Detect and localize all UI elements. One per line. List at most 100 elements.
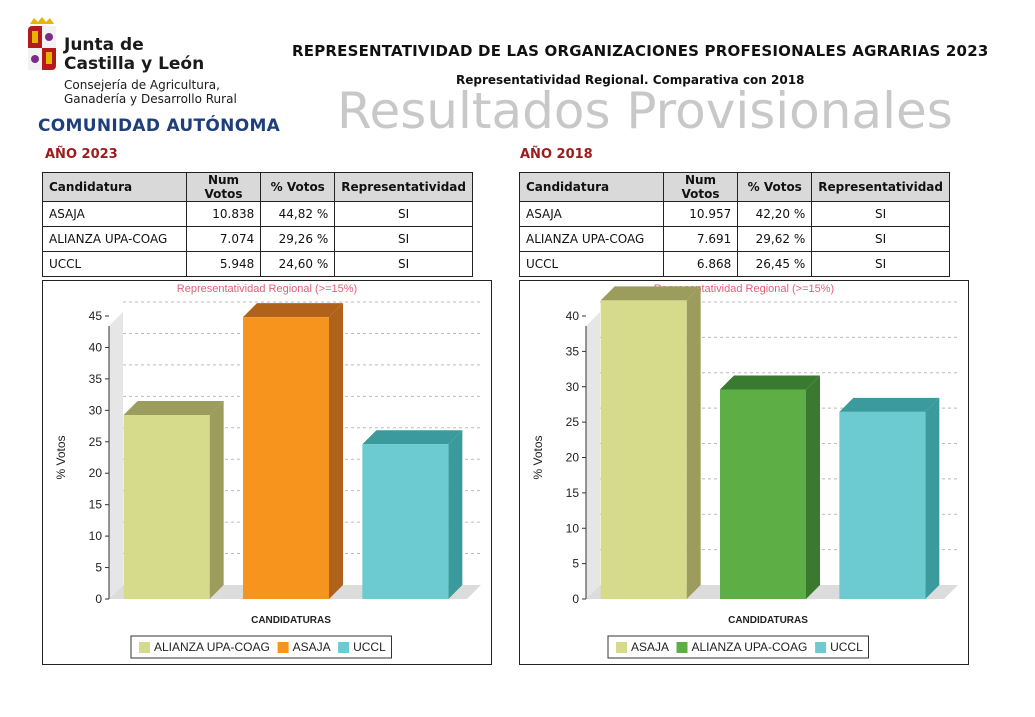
header-pct-votos: % Votos [260, 172, 336, 202]
header-representatividad: Representatividad [811, 172, 950, 202]
cell-pct-votos: 42,20 % [737, 201, 813, 227]
bar-alianza-upa-coag [720, 389, 806, 599]
header-candidatura: Candidatura [519, 172, 664, 202]
cell-representatividad: SI [334, 226, 473, 252]
table-header-row: Candidatura Num Votos % Votos Representa… [42, 172, 473, 202]
legend-swatch [676, 642, 688, 653]
bar-side-face [209, 400, 224, 599]
legend-label: ASAJA [631, 640, 669, 654]
y-tick-label: 40 [566, 309, 580, 323]
bar-side-face [806, 375, 820, 599]
organization-name-line2: Castilla y León [64, 54, 205, 74]
cell-candidatura: ALIANZA UPA-COAG [42, 226, 187, 252]
y-tick-label: 45 [89, 309, 103, 323]
department-name-line2: Ganadería y Desarrollo Rural [64, 92, 237, 106]
cell-num-votos: 7.691 [662, 226, 739, 252]
y-axis-label: % Votos [54, 435, 68, 479]
legend-label: ASAJA [293, 640, 331, 654]
y-tick-label: 35 [89, 372, 103, 386]
bar-side-face [686, 286, 701, 599]
y-tick-label: 0 [95, 592, 102, 606]
provisional-results-watermark: Resultados Provisionales [337, 82, 953, 140]
cell-num-votos: 10.838 [185, 201, 262, 227]
bar-top-face [720, 375, 820, 390]
bar-top-face [362, 430, 463, 445]
organization-name: Junta de Castilla y León [64, 36, 204, 74]
legend-swatch [277, 642, 289, 653]
legend-label: UCCL [830, 640, 863, 654]
legend-swatch [616, 642, 627, 653]
y-tick-label: 25 [566, 415, 580, 429]
report-subtitle: Representatividad Regional. Comparativa … [456, 73, 805, 87]
legend-label: ALIANZA UPA-COAG [692, 640, 808, 654]
chart-side-wall [586, 312, 600, 599]
y-tick-label: 15 [89, 498, 103, 512]
header-candidatura: Candidatura [42, 172, 187, 202]
y-tick-label: 25 [89, 435, 103, 449]
year-2023-label: AÑO 2023 [45, 147, 118, 162]
legend-swatch [815, 642, 827, 653]
cell-pct-votos: 24,60 % [260, 251, 336, 277]
cell-candidatura: UCCL [519, 251, 664, 277]
cell-candidatura: ALIANZA UPA-COAG [519, 226, 664, 252]
bar-top-face [839, 397, 940, 412]
y-tick-label: 20 [89, 466, 103, 480]
table-row: ASAJA 10.957 42,20 % SI [519, 201, 950, 227]
cell-candidatura: UCCL [42, 251, 187, 277]
table-header-row: Candidatura Num Votos % Votos Representa… [519, 172, 950, 202]
bar-chart-2023-svg: Representatividad Regional (>=15%) 0 5 10 15… [54, 283, 481, 659]
legend-label: UCCL [353, 640, 386, 654]
chart-side-wall [109, 312, 123, 599]
x-axis-label: CANDIDATURAS [728, 615, 808, 626]
bar-alianza-upa-coag [123, 414, 210, 599]
cell-num-votos: 10.957 [662, 201, 739, 227]
results-table-2018: Candidatura Num Votos % Votos Representa… [519, 172, 950, 277]
table-row: ASAJA 10.838 44,82 % SI [42, 201, 473, 227]
bar-side-face [925, 397, 940, 599]
y-tick-label: 15 [566, 486, 580, 500]
region-title: COMUNIDAD AUTÓNOMA [38, 116, 281, 136]
chart-title: Representatividad Regional (>=15%) [177, 283, 357, 295]
table-row: ALIANZA UPA-COAG 7.691 29,62 % SI [519, 226, 950, 252]
cell-candidatura: ASAJA [519, 201, 664, 227]
y-axis-label: % Votos [531, 435, 545, 479]
department-name: Consejería de Agricultura, Ganadería y D… [64, 78, 237, 106]
y-tick-label: 35 [566, 344, 580, 358]
bar-chart-2018: Representatividad Regional (>=15%) 0 5 10 15… [519, 280, 969, 665]
castilla-leon-coat-of-arms-logo [28, 17, 56, 70]
cell-pct-votos: 29,26 % [260, 226, 336, 252]
table-row: UCCL 5.948 24,60 % SI [42, 251, 473, 277]
y-tick-label: 30 [566, 380, 580, 394]
bar-side-face [329, 303, 343, 599]
bar-asaja [243, 317, 329, 599]
y-tick-label: 5 [95, 561, 102, 575]
cell-pct-votos: 44,82 % [260, 201, 336, 227]
cell-representatividad: SI [334, 251, 473, 277]
y-tick-label: 30 [89, 403, 103, 417]
cell-num-votos: 6.868 [662, 251, 739, 277]
cell-representatividad: SI [811, 201, 950, 227]
legend-label: ALIANZA UPA-COAG [154, 640, 270, 654]
bar-chart-2018-svg: Representatividad Regional (>=15%)051015… [531, 283, 958, 659]
x-axis-label: CANDIDATURAS [251, 615, 331, 626]
y-tick-label: 10 [566, 521, 580, 535]
legend-box [130, 635, 392, 659]
cell-pct-votos: 29,62 % [737, 226, 813, 252]
bar-chart-2023: Representatividad Regional (>=15%) 0 5 10 15… [42, 280, 492, 665]
bar-uccl [362, 444, 449, 599]
bar-asaja [600, 300, 687, 599]
year-2018-label: AÑO 2018 [520, 147, 593, 162]
bar-side-face [448, 430, 463, 599]
header-num-votos: Num Votos [185, 172, 262, 202]
header-pct-votos: % Votos [737, 172, 813, 202]
bar-uccl [839, 411, 926, 599]
y-tick-label: 5 [572, 557, 579, 571]
cell-num-votos: 7.074 [185, 226, 262, 252]
results-table-2023: Candidatura Num Votos % Votos Representa… [42, 172, 473, 277]
cell-representatividad: SI [334, 201, 473, 227]
table-row: UCCL 6.868 26,45 % SI [519, 251, 950, 277]
cell-candidatura: ASAJA [42, 201, 187, 227]
organization-name-line1: Junta de [64, 35, 144, 55]
department-name-line1: Consejería de Agricultura, [64, 78, 220, 92]
legend-box [607, 635, 869, 659]
